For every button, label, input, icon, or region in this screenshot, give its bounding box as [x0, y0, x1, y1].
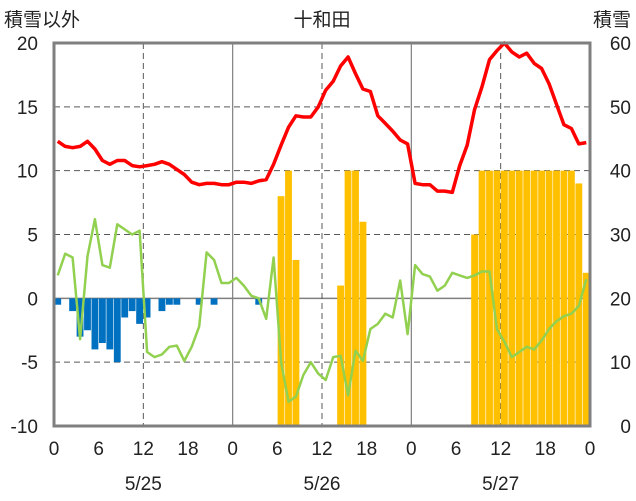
- x-tick-label: 0: [227, 439, 238, 460]
- bar-left: [98, 298, 106, 344]
- bar-left: [54, 298, 62, 305]
- snow-depth-bar: [567, 170, 575, 426]
- snow-depth-bar: [292, 260, 300, 426]
- snow-depth-bar: [486, 170, 493, 426]
- plot-frame: [52, 41, 592, 428]
- right-tick-label: 0: [620, 417, 631, 438]
- snow-depth-bar: [352, 170, 359, 426]
- right-tick-label: 60: [610, 34, 631, 55]
- snow-depth-bar: [277, 196, 285, 426]
- left-tick-label: 15: [17, 98, 38, 119]
- x-tick-label: 12: [490, 439, 511, 460]
- snow-depth-bar: [500, 170, 508, 426]
- x-tick-label: 18: [356, 439, 377, 460]
- bar-left: [210, 298, 218, 305]
- bar-left: [113, 298, 121, 363]
- bar-left: [84, 298, 91, 331]
- x-tick-label: 18: [535, 439, 556, 460]
- x-tick-label: 6: [451, 439, 462, 460]
- green-series-line: [56, 217, 588, 403]
- x-tick-label: 6: [93, 439, 104, 460]
- snow-depth-bar: [582, 272, 590, 426]
- line-series: [56, 41, 588, 403]
- bar-left: [195, 298, 203, 305]
- date-label: 5/27: [482, 474, 519, 495]
- snow-depth-bar: [515, 170, 523, 426]
- bar-left: [136, 298, 144, 324]
- bar-left: [69, 298, 77, 312]
- date-label: 5/26: [304, 474, 341, 495]
- bar-left: [121, 298, 129, 318]
- snow-depth-bar: [538, 170, 546, 426]
- left-tick-label: 20: [17, 34, 38, 55]
- right-tick-label: 30: [610, 226, 631, 247]
- x-tick-label: 18: [177, 439, 198, 460]
- x-tick-label: 12: [133, 439, 154, 460]
- chart-title: 十和田: [293, 9, 350, 31]
- bar-left: [173, 298, 181, 305]
- bar-left: [165, 298, 173, 305]
- bar-left: [106, 298, 114, 350]
- bar-left: [91, 298, 99, 350]
- bar-left: [128, 298, 136, 312]
- bar-left: [76, 298, 84, 337]
- snow-depth-bar: [471, 234, 479, 426]
- right-tick-label: 20: [610, 289, 631, 310]
- left-tick-label: 10: [17, 162, 38, 183]
- left-tick-label: 0: [27, 289, 38, 310]
- x-tick-label: 6: [272, 439, 283, 460]
- bar-left: [143, 298, 151, 318]
- left-tick-label: -5: [21, 353, 38, 374]
- left-axis-label: 積雪以外: [4, 9, 80, 31]
- snow-depth-bar: [545, 170, 553, 426]
- right-axis-label: 積雪: [593, 9, 631, 31]
- snow-depth-bar: [478, 170, 486, 426]
- snow-depth-bar: [508, 170, 516, 426]
- right-tick-label: 10: [610, 353, 631, 374]
- left-tick-label: 5: [27, 226, 38, 247]
- left-tick-label: -10: [11, 417, 38, 438]
- snow-depth-bar: [560, 170, 568, 426]
- right-tick-label: 50: [610, 98, 631, 119]
- x-tick-label: 0: [49, 439, 60, 460]
- bar-left: [158, 298, 166, 312]
- x-tick-label: 0: [406, 439, 417, 460]
- snow-depth-bar: [530, 170, 538, 426]
- snow-depth-bar: [344, 170, 352, 426]
- snow-depth-bar: [523, 170, 531, 426]
- red-series-line: [56, 41, 587, 195]
- x-tick-label: 0: [585, 439, 596, 460]
- snow-depth-bar: [285, 170, 292, 426]
- date-label: 5/25: [125, 474, 162, 495]
- snow-depth-bar: [553, 170, 560, 426]
- right-tick-label: 40: [610, 162, 631, 183]
- snow-depth-bar: [359, 221, 367, 426]
- snow-depth-bar: [493, 170, 501, 426]
- x-tick-label: 12: [311, 439, 332, 460]
